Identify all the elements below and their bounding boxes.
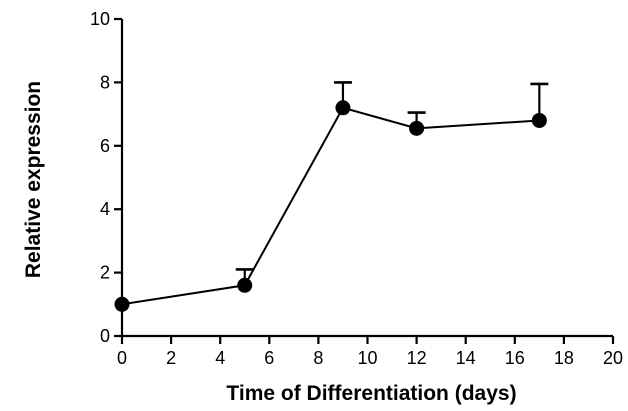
data-series (114, 81, 549, 312)
x-tick-label: 14 (456, 348, 476, 368)
x-tick-label: 10 (357, 348, 377, 368)
y-tick-label: 2 (100, 263, 110, 283)
x-tick-label: 18 (554, 348, 574, 368)
x-tick-label: 2 (166, 348, 176, 368)
x-tick-label: 12 (407, 348, 427, 368)
x-tick-label: 6 (264, 348, 274, 368)
x-tick-label: 8 (313, 348, 323, 368)
x-tick-label: 0 (117, 348, 127, 368)
data-point (409, 120, 425, 136)
y-tick-label: 8 (100, 72, 110, 92)
y-tick-label: 6 (100, 136, 110, 156)
x-axis-title: Time of Differentiation (days) (226, 382, 516, 405)
data-point (335, 100, 351, 116)
data-point (114, 296, 130, 312)
axes: 0 2 4 6 8 10 0 2 4 6 8 10 12 14 16 18 20 (90, 9, 623, 368)
y-tick-label: 0 (100, 326, 110, 346)
x-tick-label: 4 (215, 348, 225, 368)
y-tick-label: 4 (100, 199, 110, 219)
y-axis-title: Relative expression (22, 81, 45, 278)
data-point (531, 112, 547, 128)
y-tick-label: 10 (90, 9, 110, 29)
x-tick-label: 20 (603, 348, 623, 368)
data-point (237, 277, 253, 293)
x-tick-label: 16 (505, 348, 525, 368)
series-line (121, 106, 540, 306)
